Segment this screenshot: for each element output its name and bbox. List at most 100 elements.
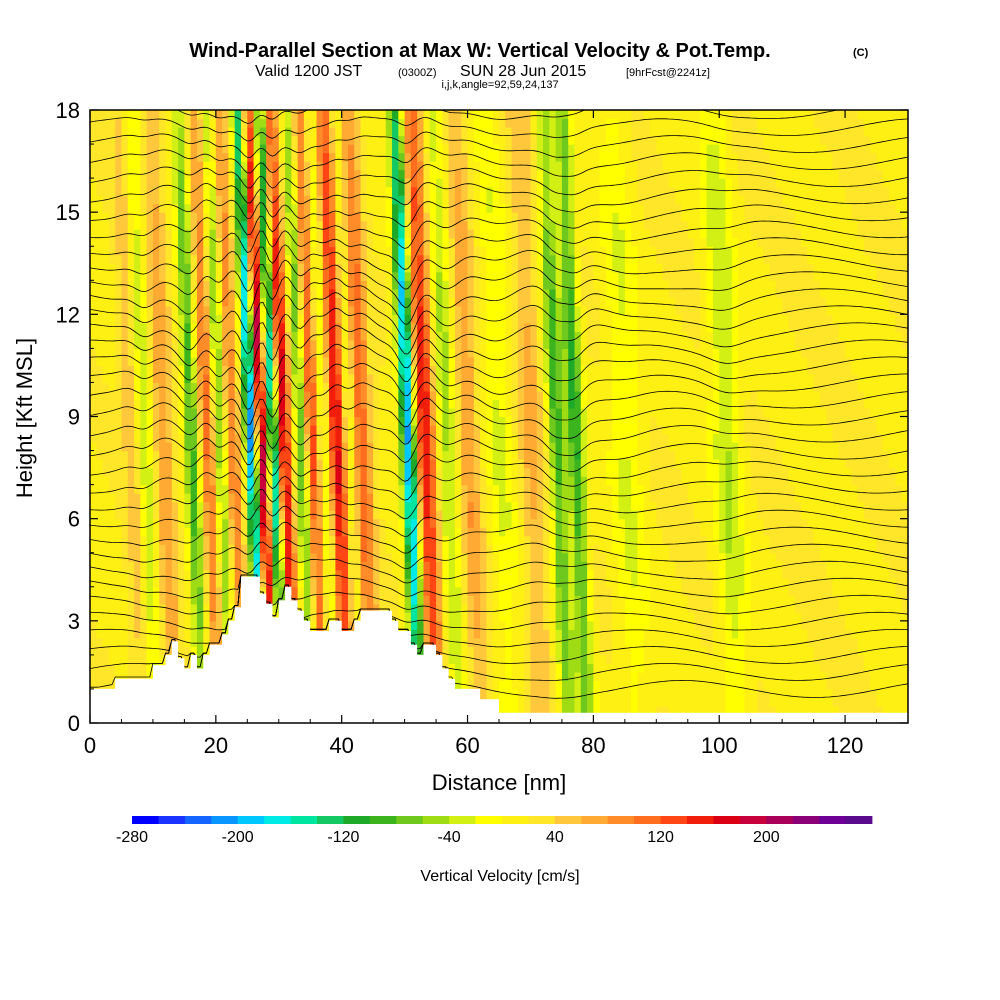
- w-cell: [517, 629, 525, 639]
- w-cell: [310, 314, 318, 324]
- w-cell: [171, 212, 179, 222]
- w-cell: [278, 493, 286, 503]
- w-cell: [373, 425, 381, 435]
- w-cell: [454, 186, 462, 196]
- w-cell: [259, 569, 267, 579]
- w-cell: [96, 680, 104, 690]
- w-cell: [467, 135, 475, 145]
- w-cell: [165, 373, 173, 384]
- w-cell: [461, 203, 469, 213]
- w-cell: [209, 552, 217, 562]
- w-cell: [159, 450, 167, 460]
- w-cell: [203, 297, 211, 307]
- w-cell: [505, 220, 513, 230]
- w-cell: [461, 578, 469, 588]
- w-cell: [159, 518, 167, 528]
- w-cell: [272, 612, 280, 622]
- w-cell: [480, 152, 488, 162]
- w-cell: [486, 220, 494, 230]
- w-cell: [215, 467, 223, 477]
- w-cell: [423, 169, 431, 179]
- w-cell: [467, 569, 475, 579]
- w-cell: [329, 161, 336, 171]
- w-cell: [385, 212, 393, 222]
- w-cell: [215, 510, 223, 520]
- w-cell: [442, 322, 450, 332]
- w-cell: [335, 612, 343, 622]
- w-cell: [278, 433, 286, 443]
- w-cell: [222, 152, 230, 162]
- w-cell: [492, 212, 500, 222]
- w-cell: [165, 578, 173, 588]
- w-cell: [322, 220, 330, 230]
- w-cell: [266, 203, 274, 213]
- w-cell: [505, 569, 513, 579]
- w-cell: [241, 476, 248, 486]
- w-cell: [115, 433, 123, 443]
- w-cell: [247, 552, 255, 562]
- w-cell: [480, 339, 488, 349]
- w-cell: [272, 178, 280, 188]
- w-cell: [417, 510, 425, 520]
- w-cell: [203, 637, 211, 647]
- w-cell: [354, 459, 362, 469]
- w-cell: [108, 510, 116, 520]
- w-cell: [127, 450, 135, 460]
- w-cell: [196, 229, 204, 239]
- w-cell: [492, 646, 500, 656]
- w-cell: [354, 127, 362, 137]
- w-cell: [329, 186, 336, 196]
- w-cell: [410, 135, 418, 145]
- w-cell: [499, 118, 506, 128]
- w-cell: [215, 416, 223, 426]
- w-cell: [247, 569, 255, 579]
- w-cell: [184, 152, 192, 162]
- w-cell: [517, 161, 525, 171]
- w-cell: [417, 365, 425, 375]
- w-cell: [234, 382, 242, 392]
- w-cell: [486, 629, 494, 639]
- w-cell: [347, 118, 355, 128]
- w-cell: [165, 416, 173, 426]
- w-cell: [499, 654, 506, 664]
- w-cell: [511, 382, 519, 392]
- w-cell: [486, 382, 494, 392]
- w-cell: [165, 178, 173, 188]
- w-cell: [492, 135, 500, 145]
- w-cell: [354, 288, 362, 298]
- w-cell: [140, 348, 148, 358]
- w-cell: [366, 348, 374, 358]
- w-cell: [429, 118, 437, 128]
- w-cell: [108, 356, 116, 367]
- w-cell: [511, 390, 519, 401]
- w-cell: [303, 484, 311, 494]
- w-cell: [335, 169, 343, 179]
- w-cell: [96, 348, 104, 358]
- w-cell: [215, 484, 223, 494]
- w-cell: [316, 314, 324, 324]
- w-cell: [127, 637, 135, 647]
- w-cell: [341, 510, 349, 520]
- w-cell: [517, 373, 525, 384]
- w-cell: [203, 407, 211, 418]
- w-cell: [146, 450, 154, 460]
- w-cell: [134, 671, 141, 682]
- w-cell: [454, 629, 462, 639]
- w-cell: [303, 297, 311, 307]
- w-cell: [410, 288, 418, 298]
- w-cell: [480, 671, 488, 682]
- w-cell: [247, 127, 255, 137]
- w-cell: [366, 186, 374, 196]
- w-cell: [322, 195, 330, 205]
- w-cell: [190, 390, 198, 401]
- w-cell: [134, 365, 141, 375]
- w-cell: [253, 425, 261, 435]
- w-cell: [108, 399, 116, 409]
- w-cell: [316, 161, 324, 171]
- w-cell: [322, 203, 330, 213]
- w-cell: [329, 263, 336, 273]
- w-cell: [152, 603, 160, 613]
- w-cell: [473, 195, 481, 205]
- w-cell: [322, 339, 330, 349]
- w-cell: [140, 407, 148, 418]
